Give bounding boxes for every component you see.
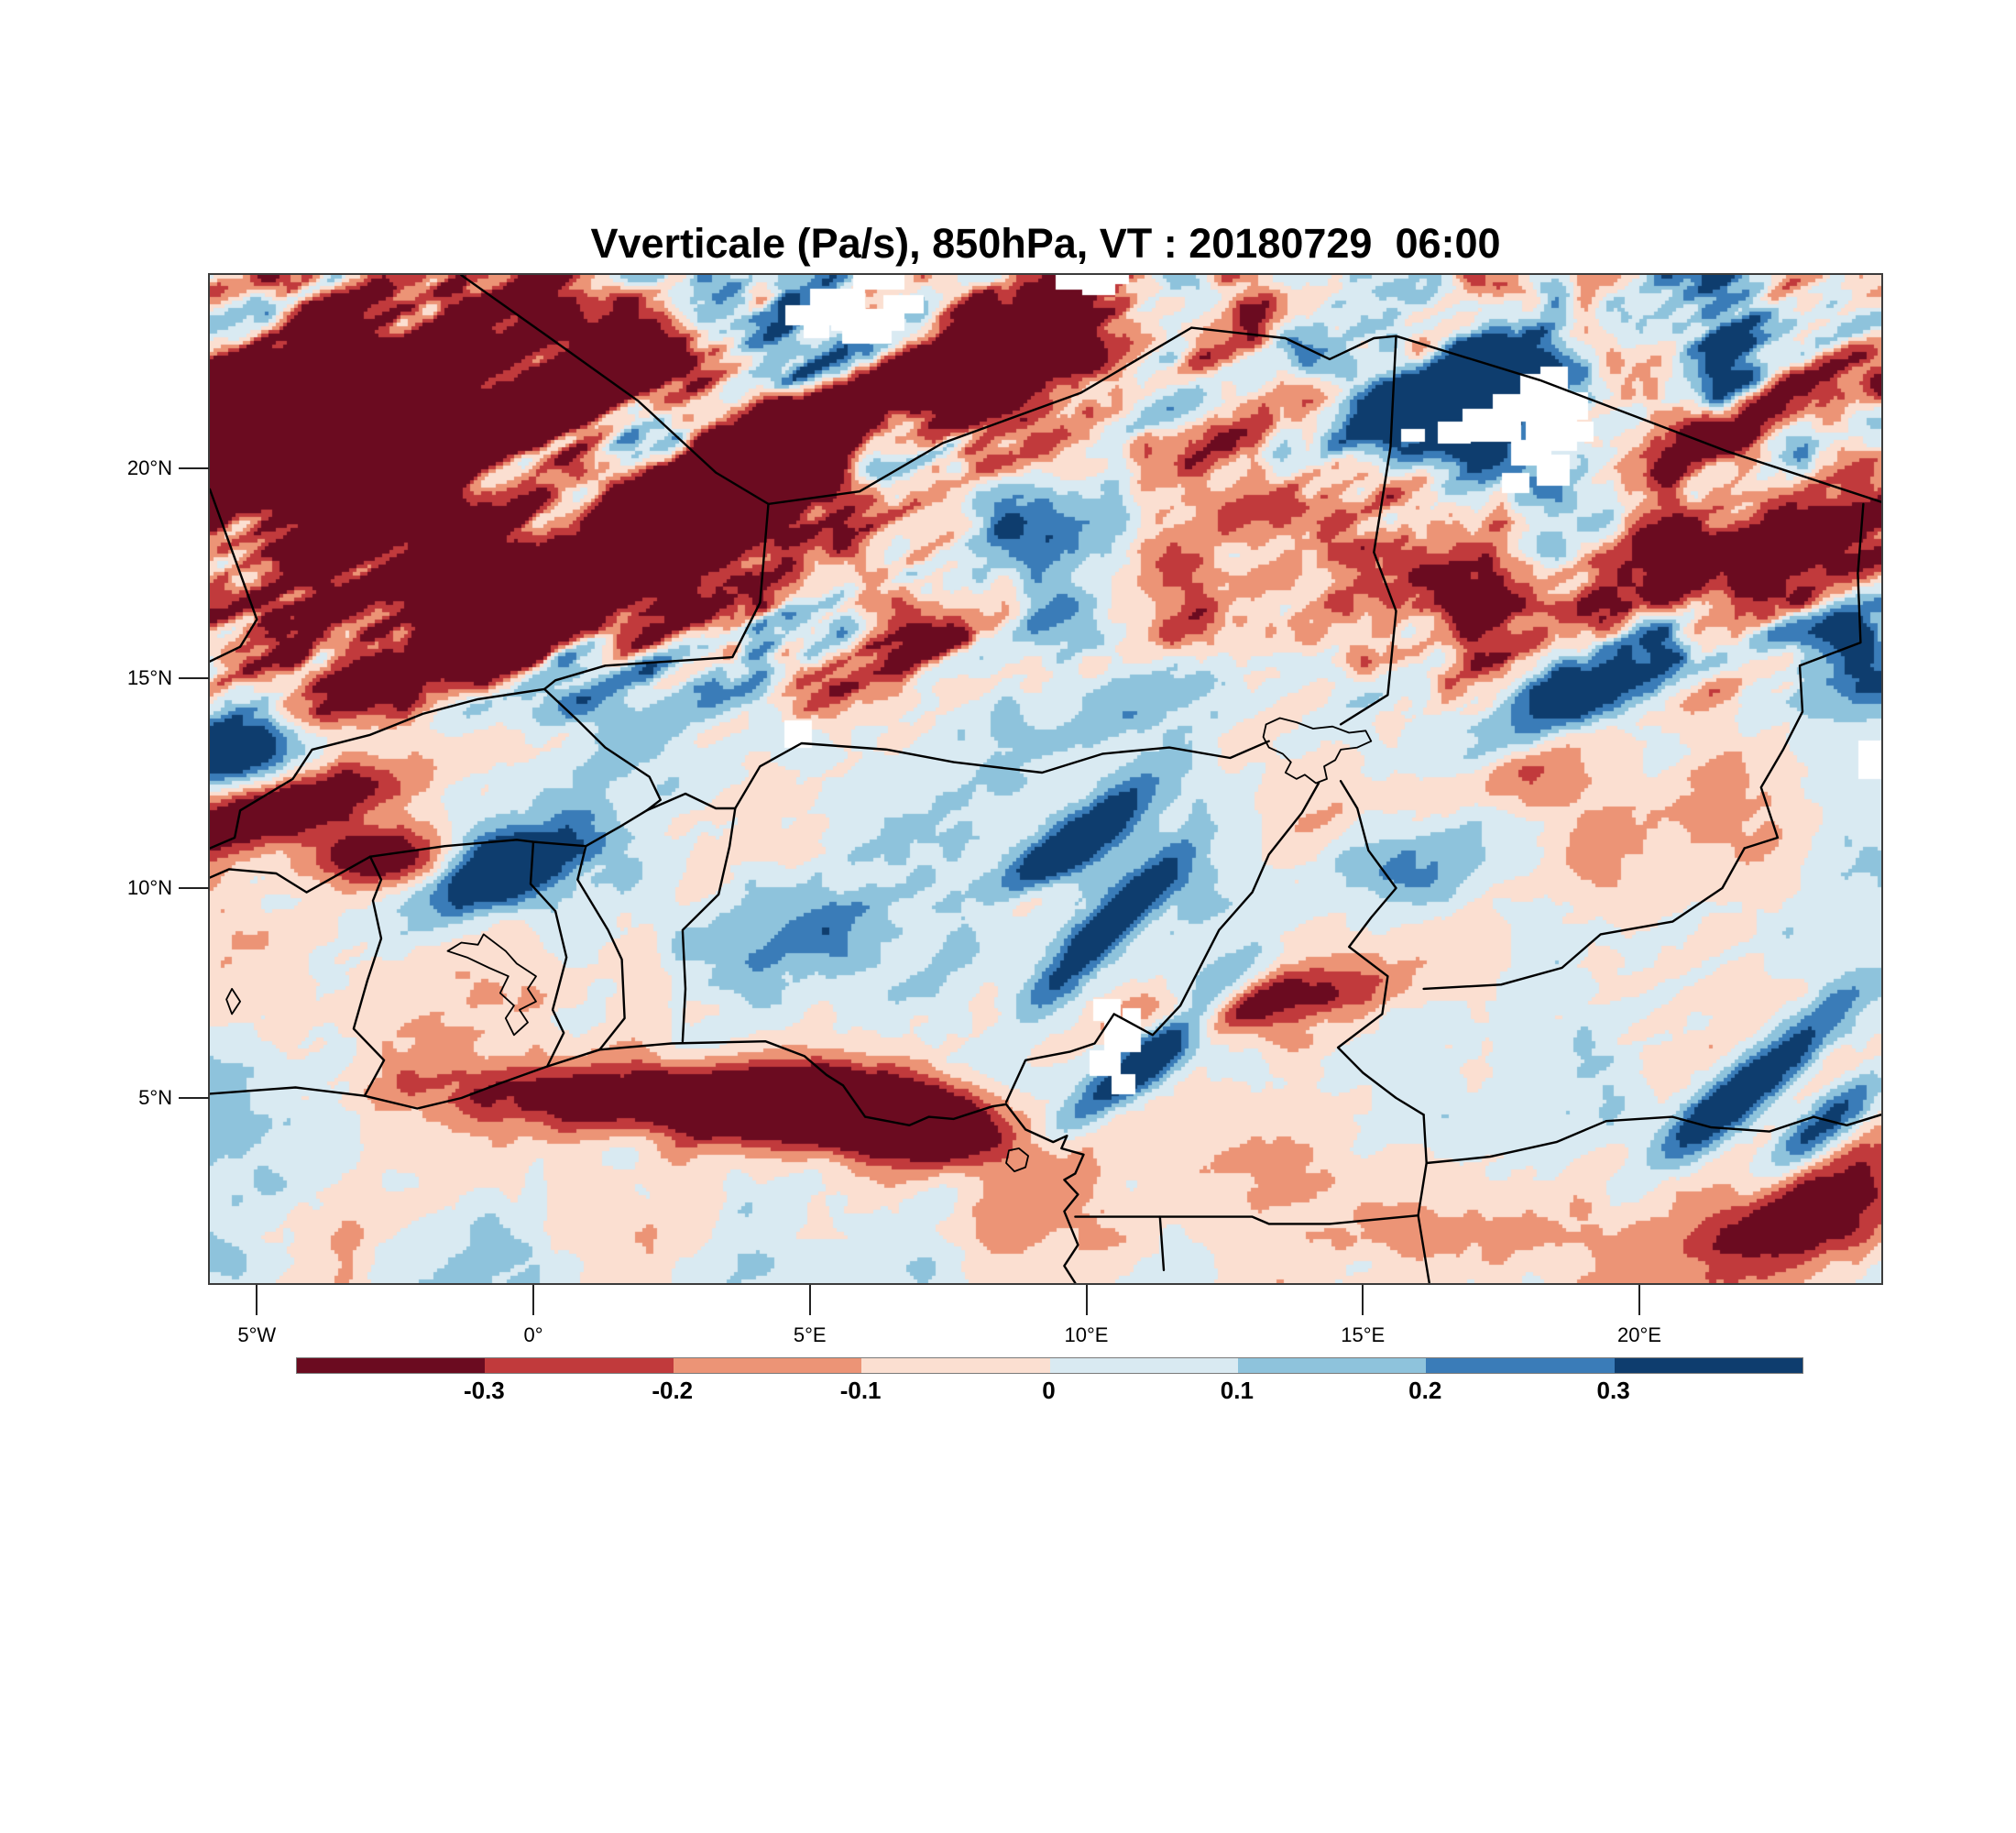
border-line bbox=[225, 988, 241, 1015]
border-line bbox=[460, 275, 770, 506]
lat-tick-line bbox=[179, 467, 209, 469]
border-line bbox=[576, 845, 626, 1051]
lat-tick-label: 20°N bbox=[126, 456, 172, 479]
lon-tick-label: 0° bbox=[523, 1323, 543, 1346]
border-line bbox=[210, 855, 372, 894]
contour-field-canvas bbox=[210, 275, 1881, 1283]
border-line bbox=[1425, 1114, 1881, 1165]
border-line bbox=[1005, 1147, 1029, 1172]
colorbar-tick-label: 0.2 bbox=[1408, 1377, 1442, 1404]
colorbar bbox=[296, 1357, 1803, 1374]
colorbar-tick-label: -0.2 bbox=[652, 1377, 694, 1404]
colorbar-tick-label: 0.1 bbox=[1220, 1377, 1254, 1404]
lon-tick-label: 15°E bbox=[1341, 1323, 1386, 1346]
lon-tick-label: 10°E bbox=[1064, 1323, 1109, 1346]
lon-tick-label: 5°E bbox=[793, 1323, 827, 1346]
border-line bbox=[1262, 717, 1373, 785]
colorbar-tick-label: 0.3 bbox=[1596, 1377, 1630, 1404]
colorbar-segment bbox=[1614, 1358, 1802, 1373]
border-line bbox=[210, 687, 546, 850]
border-line bbox=[1004, 782, 1320, 1103]
border-line bbox=[1743, 502, 1865, 850]
colorbar-segment bbox=[1049, 1358, 1238, 1373]
map-frame bbox=[208, 273, 1883, 1285]
border-line bbox=[446, 933, 537, 1037]
border-line bbox=[1422, 847, 1746, 991]
border-line bbox=[681, 807, 737, 1043]
border-line bbox=[645, 792, 737, 812]
border-line bbox=[1190, 326, 1881, 503]
lon-tick-line bbox=[256, 1285, 258, 1315]
lon-tick-line bbox=[532, 1285, 534, 1315]
border-line bbox=[210, 1040, 1085, 1283]
colorbar-segment bbox=[297, 1358, 486, 1373]
border-line bbox=[767, 326, 1193, 506]
lat-tick-line bbox=[179, 677, 209, 679]
border-line bbox=[542, 502, 770, 691]
colorbar-tick-label: 0 bbox=[1042, 1377, 1056, 1404]
border-line bbox=[1158, 1215, 1166, 1271]
colorbar-tick-label: -0.3 bbox=[463, 1377, 505, 1404]
lon-tick-line bbox=[1638, 1285, 1640, 1315]
border-line bbox=[352, 855, 386, 1097]
colorbar-segment bbox=[485, 1358, 674, 1373]
lat-tick-line bbox=[179, 1097, 209, 1099]
lon-tick-label: 5°W bbox=[237, 1323, 277, 1346]
lon-tick-line bbox=[808, 1285, 811, 1315]
lat-tick-label: 5°N bbox=[138, 1086, 172, 1109]
border-line bbox=[1339, 335, 1397, 726]
lon-tick-line bbox=[1362, 1285, 1364, 1315]
border-line bbox=[368, 809, 648, 858]
plot-title: Vverticale (Pa/s), 850hPa, VT : 20180729… bbox=[590, 220, 1501, 267]
colorbar-tick-label: -0.1 bbox=[839, 1377, 882, 1404]
country-borders-overlay bbox=[210, 275, 1881, 1283]
colorbar-segment bbox=[673, 1358, 862, 1373]
border-line bbox=[734, 740, 1270, 810]
lon-tick-line bbox=[1085, 1285, 1088, 1315]
colorbar-segment bbox=[1426, 1358, 1615, 1373]
border-line bbox=[1417, 1114, 1430, 1283]
border-line bbox=[542, 687, 662, 812]
lon-tick-label: 20°E bbox=[1617, 1323, 1661, 1346]
border-line bbox=[210, 488, 258, 663]
border-line bbox=[529, 840, 568, 1068]
lat-tick-label: 10°N bbox=[126, 876, 172, 899]
lat-tick-label: 15°N bbox=[126, 666, 172, 689]
border-line bbox=[1074, 1214, 1419, 1225]
border-line bbox=[1336, 780, 1425, 1116]
colorbar-segment bbox=[861, 1358, 1050, 1373]
colorbar-segment bbox=[1237, 1358, 1427, 1373]
lat-tick-line bbox=[179, 887, 209, 889]
